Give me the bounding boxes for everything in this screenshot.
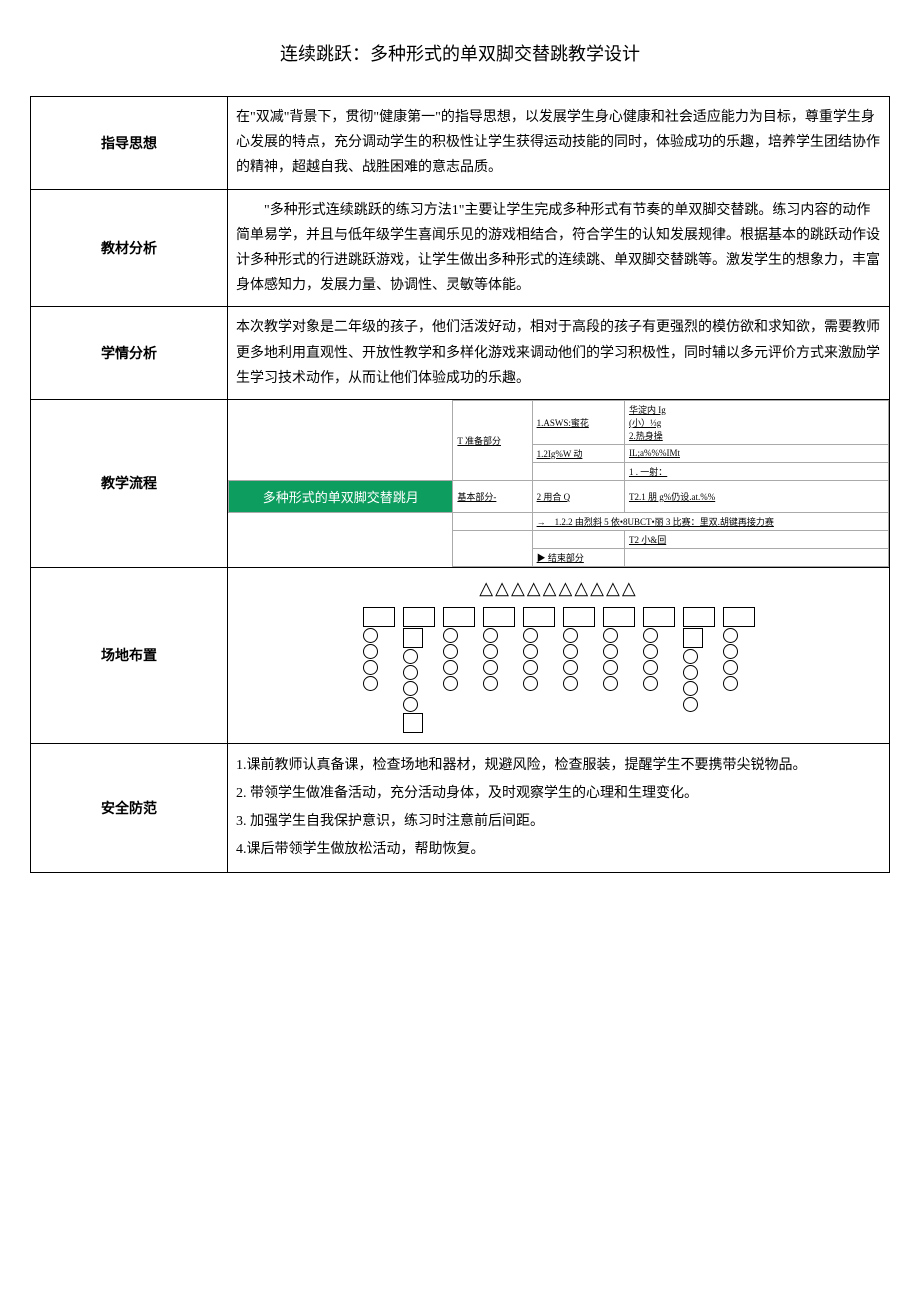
content-flow: T 准备部分 1.ASWS:蜜花 华淀内 Ig (小）⅓g 2.热身操 1.2I… xyxy=(228,399,890,567)
flow-r3c2: T2.1 朋 g%仍设.at.%% xyxy=(624,480,888,512)
content-student: 本次教学对象是二年级的孩子，他们活泼好动，相对于高段的孩子有更强烈的模仿欲和求知… xyxy=(228,307,890,400)
label-layout: 场地布置 xyxy=(31,567,228,743)
col9 xyxy=(683,607,715,712)
page-title: 连续跳跃：多种形式的单双脚交替跳教学设计 xyxy=(30,40,890,66)
label-guiding: 指导思想 xyxy=(31,97,228,190)
flow-r3c1: 2 用合 Q xyxy=(532,480,624,512)
col1 xyxy=(363,607,395,691)
flow-r4c1: → 1.2.2 由烈斜 5 依•8UBCT•丽 3 比赛：里双.胡键再接力赛 xyxy=(532,512,888,530)
triangle-row: △△△△△△△△△△ xyxy=(238,578,879,599)
flow-r1c1: 1.ASWS:蜜花 xyxy=(532,400,624,444)
col8 xyxy=(643,607,675,691)
flow-r2c1: IL;a%%%IMt xyxy=(624,444,888,462)
col3 xyxy=(443,607,475,691)
col4 xyxy=(483,607,515,691)
flow-r5c1: T2 小&回 xyxy=(624,530,888,548)
flow-text: (小）⅓g xyxy=(629,418,661,428)
safety-item-3: 3. 加强学生自我保护意识，练习时注意前后间距。 xyxy=(236,808,881,836)
content-safety: 1.课前教师认真备课，检查场地和器材，规避风险，检查服装，提醒学生不要携带尖锐物… xyxy=(228,743,890,872)
row-material: 教材分析 "多种形式连续跳跃的练习方法1"主要让学生完成多种形式有节奏的单双脚交… xyxy=(31,189,890,307)
label-safety: 安全防范 xyxy=(31,743,228,872)
content-layout: △△△△△△△△△△ xyxy=(228,567,890,743)
main-table: 指导思想 在"双减"背景下，贯彻"健康第一"的指导思想，以发展学生身心健康和社会… xyxy=(30,96,890,873)
col5 xyxy=(523,607,555,691)
label-flow: 教学流程 xyxy=(31,399,228,567)
flow-text: 华淀内 Ig xyxy=(629,405,666,415)
col10 xyxy=(723,607,755,691)
safety-item-4: 4.课后带领学生做放松活动，帮助恢复。 xyxy=(236,836,881,864)
flow-text: 2.热身操 xyxy=(629,431,663,441)
label-material: 教材分析 xyxy=(31,189,228,307)
flow-end: ▶ 结束部分 xyxy=(532,548,624,566)
row-layout: 场地布置 △△△△△△△△△△ xyxy=(31,567,890,743)
flow-basic: 基本部分- xyxy=(453,480,532,512)
row-safety: 安全防范 1.课前教师认真备课，检查场地和器材，规避风险，检查服装，提醒学生不要… xyxy=(31,743,890,872)
col7 xyxy=(603,607,635,691)
safety-item-1: 1.课前教师认真备课，检查场地和器材，规避风险，检查服装，提醒学生不要携带尖锐物… xyxy=(236,752,881,780)
label-student: 学情分析 xyxy=(31,307,228,400)
col6 xyxy=(563,607,595,691)
content-material: "多种形式连续跳跃的练习方法1"主要让学生完成多种形式有节奏的单双脚交替跳。练习… xyxy=(228,189,890,307)
content-guiding: 在"双减"背景下，贯彻"健康第一"的指导思想，以发展学生身心健康和社会适应能力为… xyxy=(228,97,890,190)
flow-r2c2: 1 . 一射： xyxy=(624,462,888,480)
row-student: 学情分析 本次教学对象是二年级的孩子，他们活泼好动，相对于高段的孩子有更强烈的模… xyxy=(31,307,890,400)
col2 xyxy=(403,607,435,733)
layout-grid xyxy=(238,607,879,733)
safety-item-2: 2. 带领学生做准备活动，充分活动身体，及时观察学生的心理和生理变化。 xyxy=(236,780,881,808)
row-guiding: 指导思想 在"双减"背景下，贯彻"健康第一"的指导思想，以发展学生身心健康和社会… xyxy=(31,97,890,190)
flow-r1c3: 华淀内 Ig (小）⅓g 2.热身操 xyxy=(624,400,888,444)
flow-table: T 准备部分 1.ASWS:蜜花 华淀内 Ig (小）⅓g 2.热身操 1.2I… xyxy=(228,400,889,567)
flow-r1c2: 1.2Ig%W 动 xyxy=(532,444,624,462)
flow-green-box: 多种形式的单双脚交替跳月 xyxy=(229,480,453,512)
row-flow: 教学流程 T 准备部分 1.ASWS:蜜花 华淀内 Ig (小）⅓g 2.热身操 xyxy=(31,399,890,567)
flow-prep: T 准备部分 xyxy=(453,400,532,480)
